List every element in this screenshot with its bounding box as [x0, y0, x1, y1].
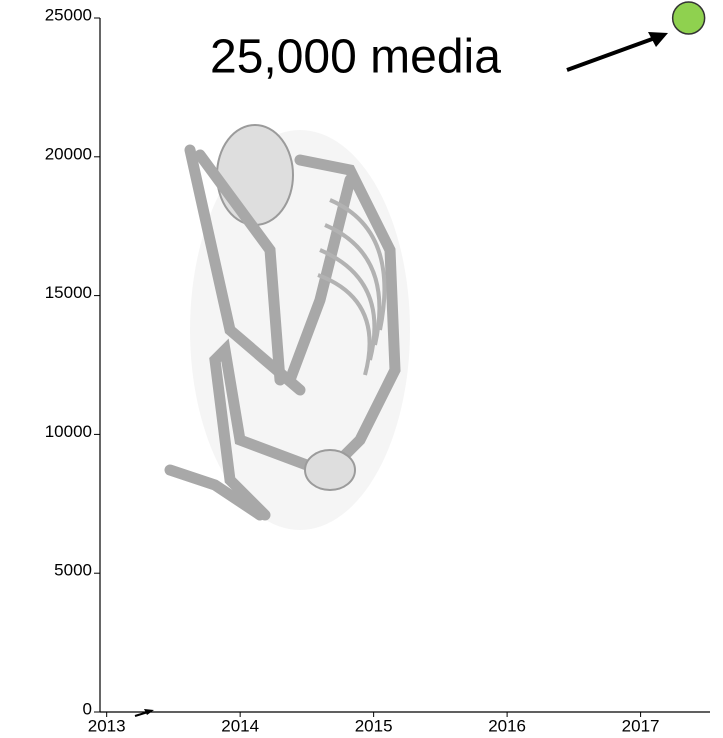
x-tick-label: 2015	[355, 716, 393, 735]
data-point	[671, 1, 706, 35]
annotation-arrowhead	[648, 32, 668, 47]
x-tick-label: 2017	[622, 716, 660, 735]
y-tick-label: 25000	[45, 5, 92, 24]
small-arrow	[134, 711, 149, 717]
y-tick-label: 20000	[45, 144, 92, 163]
x-tick-label: 2014	[221, 716, 259, 735]
x-tick-label: 2013	[88, 716, 126, 735]
annotation-arrow	[566, 36, 656, 72]
small-arrowhead	[144, 709, 154, 715]
y-tick-label: 15000	[45, 283, 92, 302]
y-tick-label: 10000	[45, 422, 92, 441]
y-tick-label: 5000	[54, 561, 92, 580]
y-tick-label: 0	[83, 699, 92, 718]
annotation: 25,000 media	[210, 31, 501, 84]
skeleton-illustration	[164, 124, 410, 530]
x-tick-label: 2016	[488, 716, 526, 735]
